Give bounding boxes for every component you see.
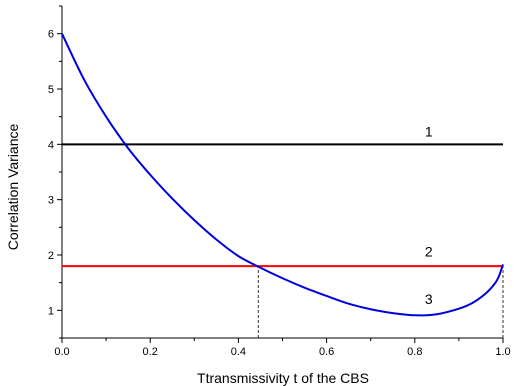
y-tick-label: 5 (48, 84, 54, 96)
x-tick-label: 0.0 (54, 346, 69, 358)
y-tick-label: 1 (48, 305, 54, 317)
y-tick-label: 4 (48, 139, 54, 151)
x-tick-label: 0.6 (319, 346, 334, 358)
x-axis-label: Ttransmissivity t of the CBS (197, 370, 369, 386)
curve-label-1: 1 (425, 123, 433, 139)
series-layer (61, 33, 504, 317)
x-tick-label: 0.2 (143, 346, 158, 358)
axes: 0.0 0.2 0.4 0.6 0.8 1.0 1 2 3 4 5 6 (48, 5, 511, 358)
curve-label-2: 2 (425, 243, 433, 259)
reference-lines (257, 264, 504, 338)
annotation-layer: 1 2 3 (425, 123, 433, 307)
y-tick-label: 2 (48, 250, 54, 262)
x-tick-label: 0.4 (231, 346, 246, 358)
x-tick-label: 0.8 (407, 346, 422, 358)
y-axis-label: Correlation Variance (5, 124, 21, 251)
y-tick-label: 3 (48, 195, 54, 207)
curve-label-3: 3 (425, 291, 433, 307)
x-tick-label: 1.0 (495, 346, 510, 358)
y-tick-label: 6 (48, 29, 54, 41)
series-line-3 (61, 33, 504, 317)
